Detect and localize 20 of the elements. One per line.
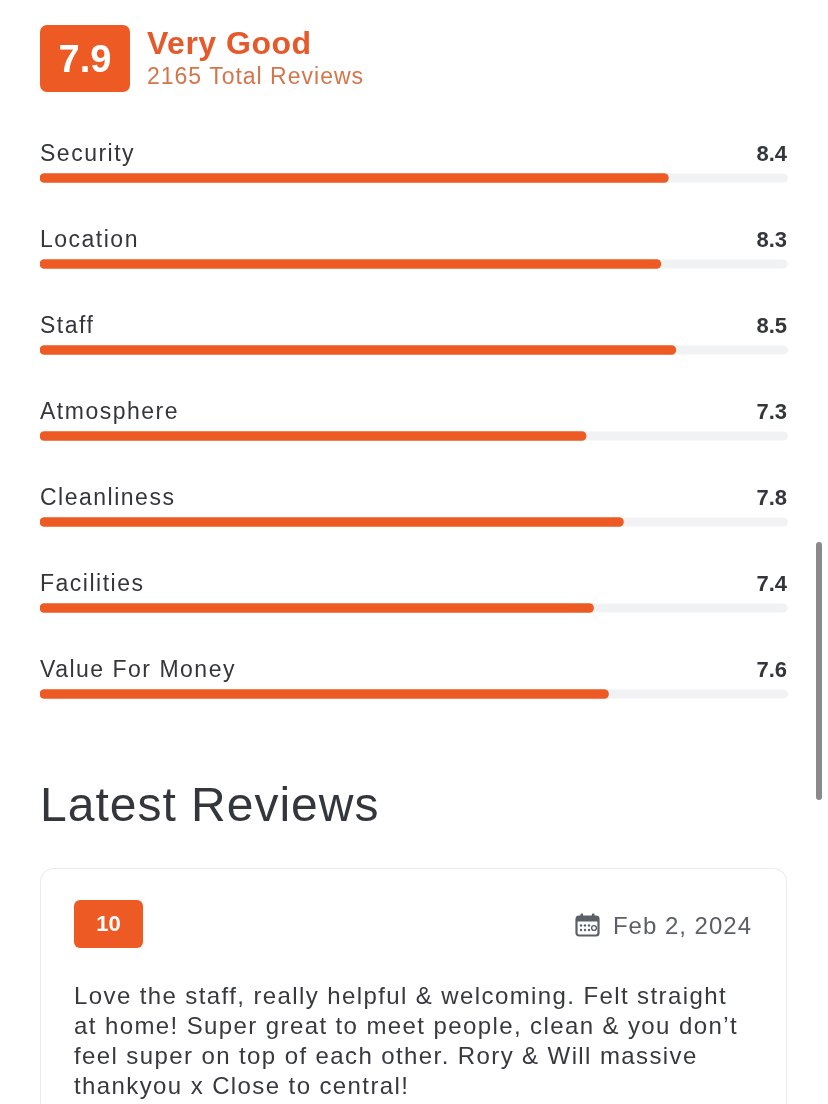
data-label: 7.6 xyxy=(756,657,787,682)
y-tick-label: Value For Money xyxy=(40,656,236,682)
y-tick-label: Atmosphere xyxy=(40,398,180,424)
data-label: 8.3 xyxy=(756,227,787,252)
text: Love the staff, really helpful & welcoming. Felt straight at home! Super great to meet people, clean & you don’t feel super on top of each other. Rory & Will massive thankyou x Close to central! xyxy=(74,981,739,1101)
data-label: 8.4 xyxy=(756,141,788,166)
y-tick-label: Cleanliness xyxy=(40,484,176,510)
data-label: 8.5 xyxy=(756,313,787,338)
text: Feb 2, 2024 xyxy=(612,911,752,941)
data-label: 7.3 xyxy=(756,399,787,424)
y-tick-label: Security xyxy=(40,140,136,166)
y-tick-label: Facilities xyxy=(40,570,145,596)
data-label: 7.8 xyxy=(756,485,787,510)
chart-subtitle: 2165 Total Reviews xyxy=(147,62,365,90)
data-label: 7.4 xyxy=(756,571,788,596)
chart-title: Very Good xyxy=(147,25,312,61)
text: 7.9 xyxy=(57,37,113,81)
y-tick-label: Location xyxy=(40,226,139,252)
y-tick-label: Staff xyxy=(40,312,95,338)
text: Latest Reviews xyxy=(40,777,380,833)
